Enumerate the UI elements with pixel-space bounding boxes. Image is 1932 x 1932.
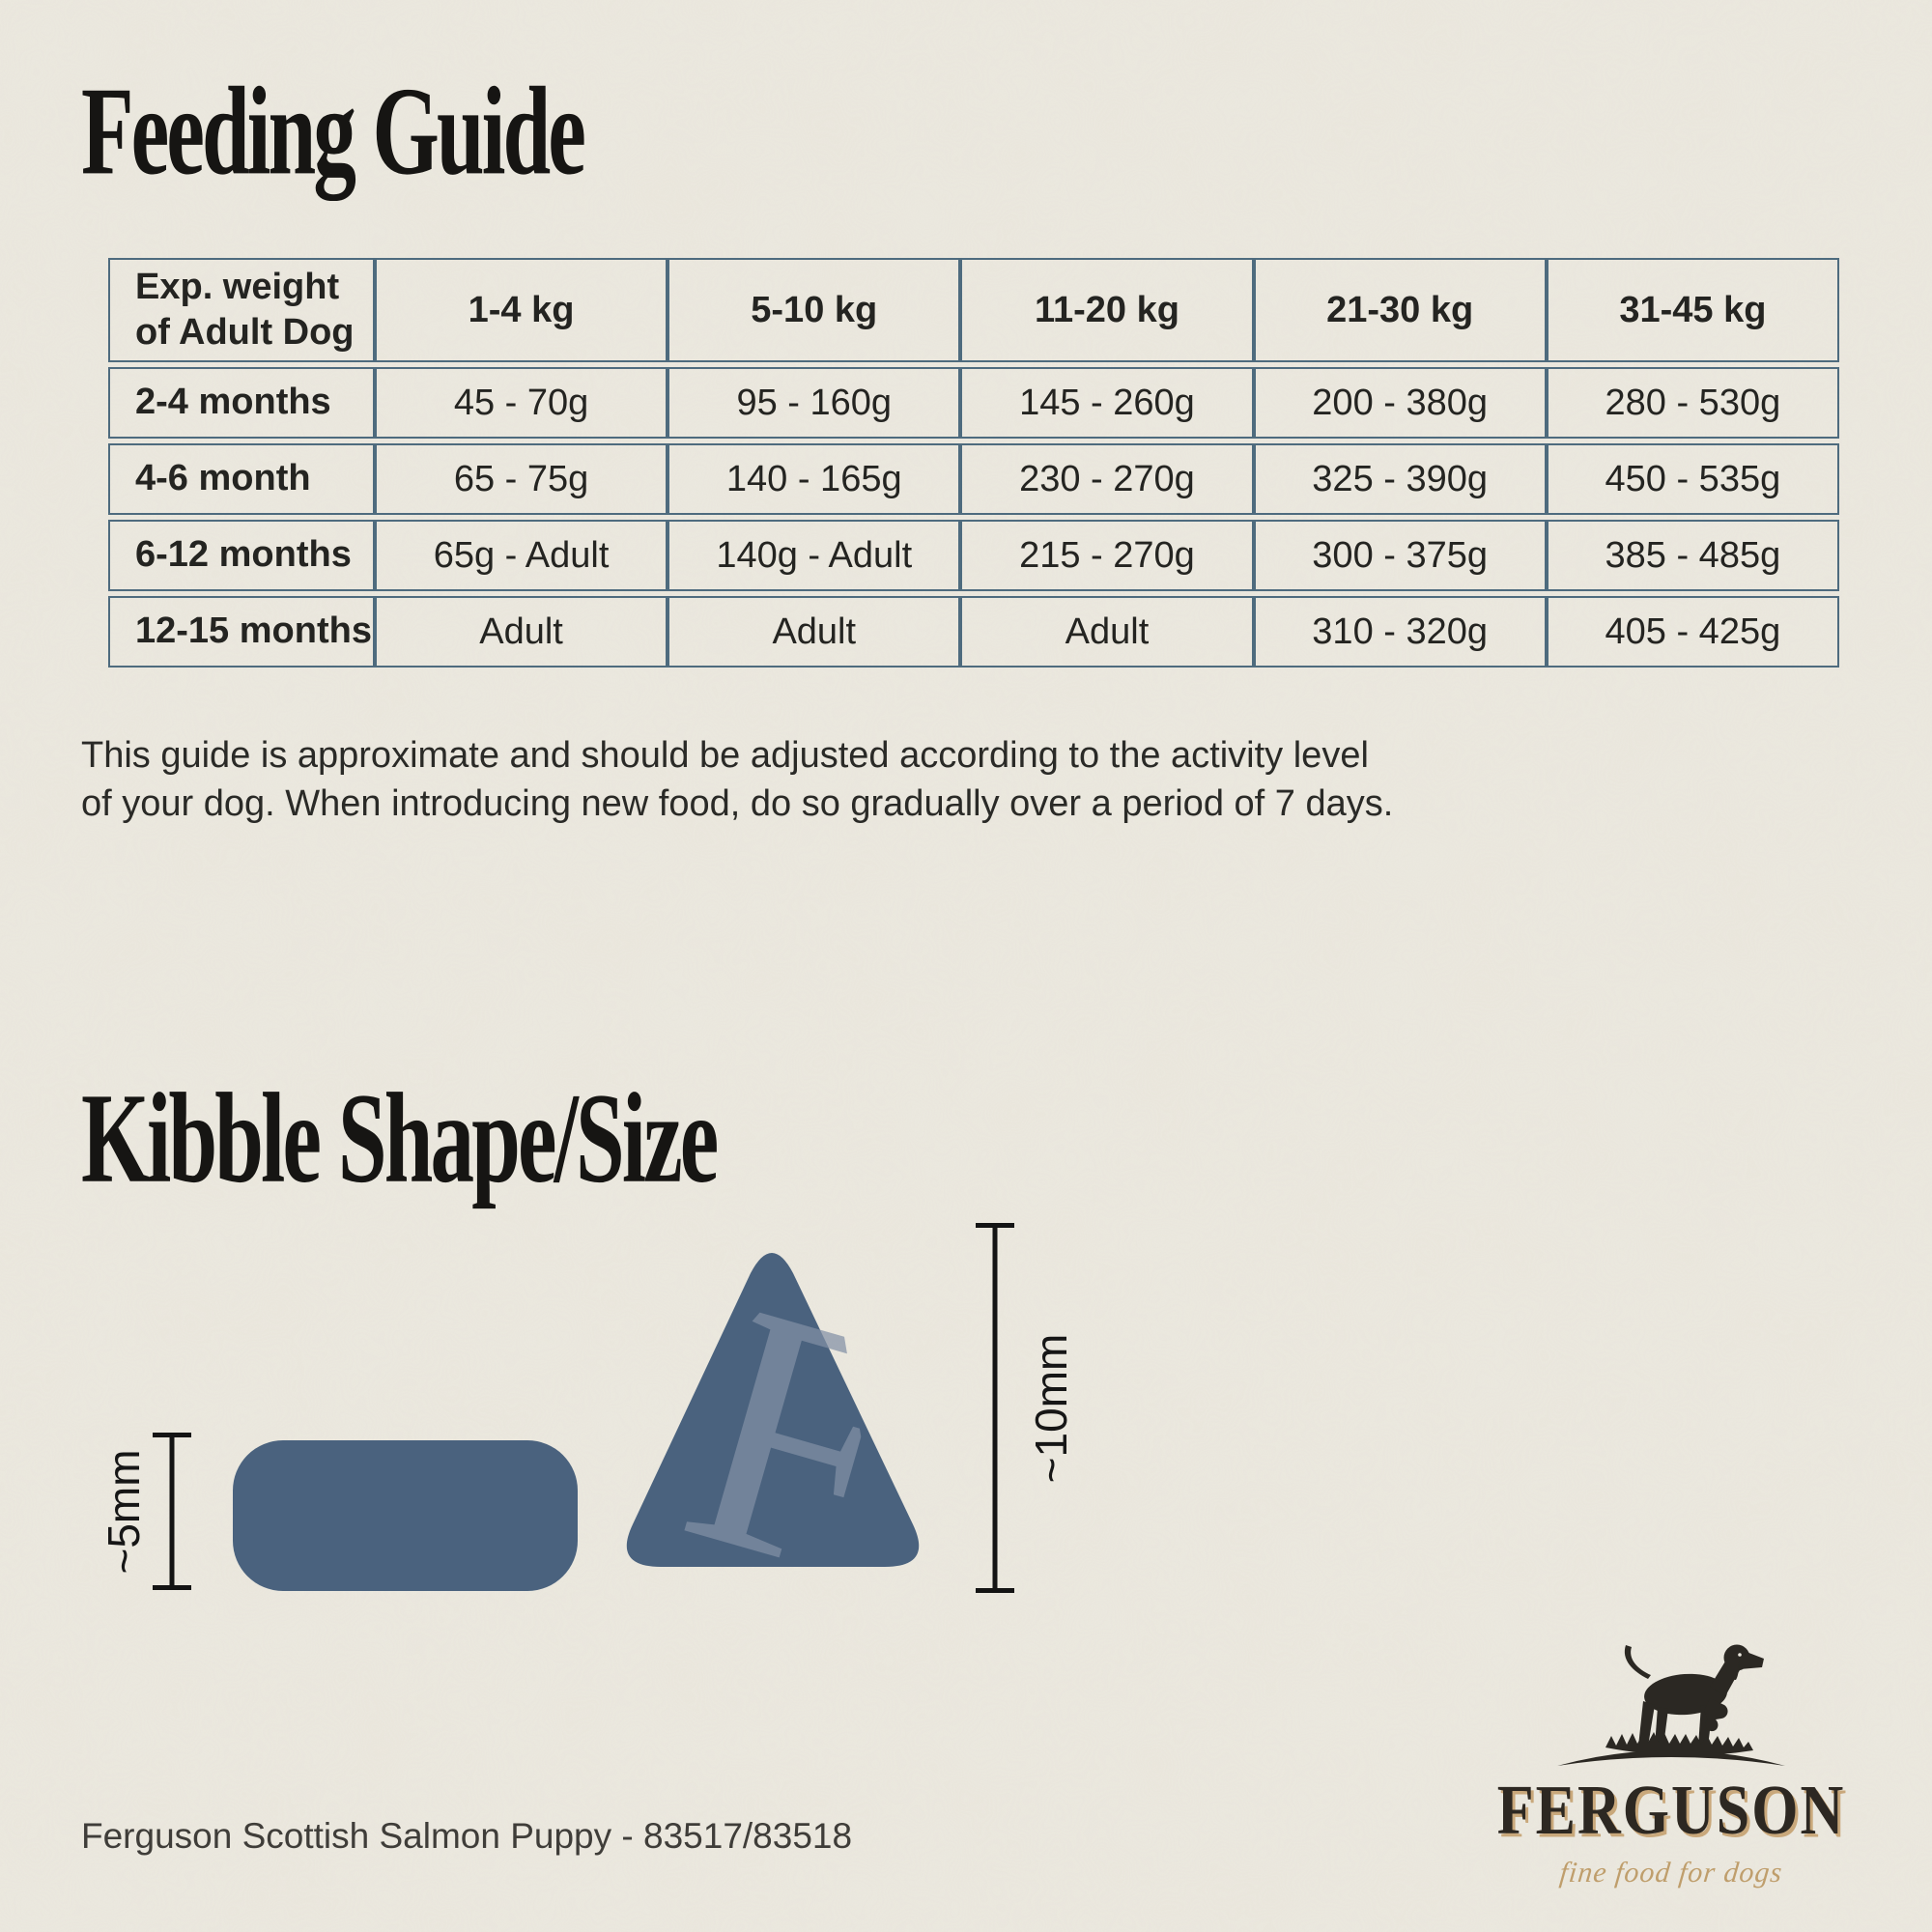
column-header: 31-45 kg bbox=[1546, 258, 1839, 362]
feeding-value-cell: 405 - 425g bbox=[1546, 596, 1839, 668]
feeding-value-cell: 140g - Adult bbox=[668, 520, 961, 591]
column-header: 1-4 kg bbox=[374, 258, 668, 362]
feeding-value-cell: 450 - 535g bbox=[1546, 443, 1839, 515]
column-header: 21-30 kg bbox=[1253, 258, 1547, 362]
feeding-value-cell: 325 - 390g bbox=[1253, 443, 1547, 515]
pill-kibble-shape bbox=[233, 1440, 578, 1591]
column-header: 11-20 kg bbox=[960, 258, 1254, 362]
feeding-value-cell: 65g - Adult bbox=[374, 520, 668, 591]
triangle-kibble-svg: F bbox=[626, 1226, 947, 1602]
pill-height-label: ~5mm bbox=[99, 1449, 149, 1575]
dimension-cap bbox=[153, 1585, 191, 1590]
row-label: 4-6 month bbox=[108, 443, 375, 515]
feeding-value-cell: 95 - 160g bbox=[668, 367, 961, 439]
feeding-value-cell: 215 - 270g bbox=[960, 520, 1254, 591]
dog-raised-paw bbox=[1704, 1698, 1728, 1732]
dimension-cap bbox=[976, 1588, 1014, 1593]
dog-ear bbox=[1725, 1657, 1739, 1680]
table-row: 12-15 months Adult Adult Adult 310 - 320g 405… bbox=[108, 596, 1839, 668]
triangle-kibble-shape: F bbox=[611, 1226, 947, 1602]
row-label: 6-12 months bbox=[108, 520, 375, 591]
product-footer-text: Ferguson Scottish Salmon Puppy - 83517/8… bbox=[81, 1816, 853, 1856]
feeding-value-cell: 300 - 375g bbox=[1253, 520, 1547, 591]
feeding-value-cell: 230 - 270g bbox=[960, 443, 1254, 515]
feeding-value-cell: Adult bbox=[374, 596, 668, 668]
feeding-table: Exp. weight of Adult Dog 1-4 kg 5-10 kg 11-… bbox=[108, 253, 1839, 672]
kibble-title: Kibble Shape/Size bbox=[81, 1066, 719, 1210]
dog-tail bbox=[1624, 1645, 1651, 1679]
column-header: 5-10 kg bbox=[668, 258, 961, 362]
feeding-value-cell: 200 - 380g bbox=[1253, 367, 1547, 439]
column-header-weight: Exp. weight of Adult Dog bbox=[108, 258, 375, 362]
triangle-height-dimension-line bbox=[976, 1223, 1014, 1593]
row-label: 12-15 months bbox=[108, 596, 375, 668]
brand-wordmark: FERGUSON bbox=[1496, 1772, 1846, 1850]
dimension-line bbox=[992, 1223, 998, 1593]
pill-height-dimension-line bbox=[153, 1433, 191, 1590]
feeding-guide-title: Feeding Guide bbox=[81, 60, 586, 201]
table-row: 6-12 months 65g - Adult 140g - Adult 215 - … bbox=[108, 520, 1839, 591]
brand-tagline: fine food for dogs bbox=[1558, 1857, 1785, 1889]
table-row: 2-4 months 45 - 70g 95 - 160g 145 - 260g 200… bbox=[108, 367, 1839, 439]
triangle-kibble-body bbox=[626, 1253, 920, 1567]
table-header-row: Exp. weight of Adult Dog 1-4 kg 5-10 kg 11-… bbox=[108, 258, 1839, 362]
feeding-value-cell: 140 - 165g bbox=[668, 443, 961, 515]
feeding-value-cell: 45 - 70g bbox=[374, 367, 668, 439]
feeding-value-cell: Adult bbox=[960, 596, 1254, 668]
pointer-dog-illustration bbox=[1557, 1644, 1785, 1766]
feeding-value-cell: 310 - 320g bbox=[1253, 596, 1547, 668]
dimension-line bbox=[169, 1433, 175, 1590]
table-row: 4-6 month 65 - 75g 140 - 165g 230 - 270g 325… bbox=[108, 443, 1839, 515]
feeding-value-cell: 385 - 485g bbox=[1546, 520, 1839, 591]
dog-muzzle bbox=[1739, 1649, 1764, 1669]
feeding-value-cell: 145 - 260g bbox=[960, 367, 1254, 439]
triangle-height-label: ~10mm bbox=[1026, 1333, 1076, 1484]
row-label: 2-4 months bbox=[108, 367, 375, 439]
grass-mound bbox=[1605, 1732, 1753, 1756]
dog-eye bbox=[1738, 1653, 1742, 1657]
ground-swoosh bbox=[1557, 1750, 1785, 1766]
feeding-note: This guide is approximate and should be … bbox=[81, 735, 1394, 825]
feeding-value-cell: Adult bbox=[668, 596, 961, 668]
feeding-value-cell: 65 - 75g bbox=[374, 443, 668, 515]
feeding-value-cell: 280 - 530g bbox=[1546, 367, 1839, 439]
ferguson-logo: FERGUSON fine food for dogs bbox=[1492, 1634, 1850, 1889]
